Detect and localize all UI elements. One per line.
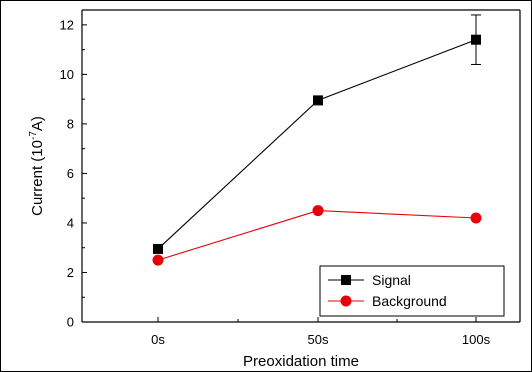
legend-marker [341, 275, 351, 285]
data-point [312, 205, 324, 217]
series-signal [153, 14, 481, 254]
y-axis-title-suffix: A) [29, 116, 46, 131]
legend: Signal Background [319, 265, 505, 317]
axes [81, 9, 521, 323]
y-tick-label: 12 [60, 17, 74, 32]
y-tick-label: 0 [67, 315, 74, 330]
x-tick-label: 100s [462, 332, 491, 347]
series-layer [152, 14, 482, 266]
y-tick-label: 6 [67, 166, 74, 181]
y-axis-title: Current (10-7A) [28, 116, 46, 216]
legend-label: Background [372, 293, 447, 309]
y-tick-label: 2 [67, 265, 74, 280]
y-ticks: 0 2 4 6 8 10 12 [60, 17, 87, 330]
legend-marker [340, 295, 352, 307]
x-tick-label: 0s [151, 332, 165, 347]
data-point [153, 243, 163, 254]
y-axis-title-superscript: -7 [28, 131, 39, 140]
y-axis-title-prefix: Current (10 [29, 140, 46, 216]
legend-box [319, 265, 505, 317]
y-tick-label: 8 [67, 116, 74, 131]
data-point [470, 212, 482, 224]
x-tick-label: 50s [308, 332, 329, 347]
data-point [471, 34, 481, 45]
x-axis-title: Preoxidation time [243, 353, 359, 370]
series-background [152, 205, 482, 266]
y-tick-label: 10 [60, 67, 74, 82]
legend-label: Signal [372, 272, 411, 288]
data-point [313, 95, 323, 106]
x-ticks: 0s 50s 100s [151, 317, 491, 347]
y-tick-label: 4 [67, 215, 74, 230]
data-point [152, 254, 164, 266]
